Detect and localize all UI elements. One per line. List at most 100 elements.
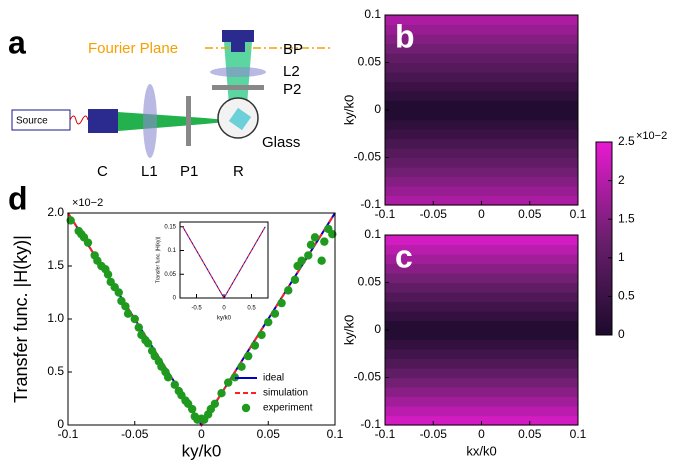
camera-bp [222, 30, 254, 42]
panel-label: a [8, 24, 26, 60]
panel-label: b [395, 18, 415, 54]
colorbar-tick-label: 1.5 [618, 211, 635, 225]
heatmap-row [385, 254, 578, 265]
x-tick-label: 0.1 [570, 207, 587, 221]
y-tick-label: 0.15 [164, 224, 176, 230]
colorbar-tick-label: 0.5 [618, 289, 635, 303]
panel-label: d [8, 180, 28, 216]
x-tick-label: -0.1 [58, 427, 79, 441]
data-point [210, 399, 220, 408]
c-label: C [97, 163, 108, 180]
x-tick-label: 0 [478, 427, 485, 441]
y-axis-label: ky/k0 [341, 315, 356, 345]
lens-l1 [143, 84, 157, 158]
data-point [143, 339, 153, 348]
y-tick-label: -0.05 [354, 150, 382, 164]
heatmap-row [385, 62, 578, 73]
plot-frame [179, 221, 269, 299]
data-point [304, 251, 313, 260]
heatmap-row [385, 377, 578, 388]
y-tick-label: 0.05 [358, 275, 382, 289]
x-tick-label: -0.05 [121, 427, 149, 441]
setup-diagram: a Fourier Plane Source BP L2 P2 C L1 P1 … [8, 24, 330, 180]
glass-sample [228, 107, 252, 131]
heatmap-row [385, 311, 578, 322]
x-tick-label: 0 [222, 306, 226, 312]
polarizer-p2 [212, 85, 264, 90]
colorbar-tick-label: 1 [618, 250, 625, 264]
y-tick-label: 0.1 [168, 248, 177, 254]
heatmap-row [385, 138, 578, 149]
heatmap-row [385, 273, 578, 284]
plot-frame [67, 212, 336, 426]
data-point [328, 230, 337, 239]
panel-label: c [395, 238, 413, 274]
plot-frame [384, 234, 579, 426]
data-point [121, 302, 130, 311]
source-label: Source [16, 116, 48, 127]
heatmap-row [385, 244, 578, 255]
colorbar [595, 141, 613, 336]
x-tick-label: 0.1 [327, 427, 344, 441]
data-point [130, 314, 139, 324]
heatmap-row [385, 157, 578, 168]
data-point [134, 323, 143, 332]
heatmap-row [385, 100, 578, 111]
collimator [88, 109, 118, 133]
heatmap-row [385, 186, 578, 197]
y-tick-label: 0.1 [364, 7, 381, 21]
colorbar-tick-label: 0 [618, 327, 625, 341]
polarizer-p1 [186, 96, 191, 146]
l1-label: L1 [141, 163, 158, 180]
y-tick-label: 1.0 [47, 311, 64, 325]
x-tick-label: -0.1 [375, 427, 396, 441]
data-point [297, 256, 306, 265]
heatmap-row [385, 330, 578, 341]
x-axis-label: ky/k0 [217, 316, 232, 322]
data-point [270, 309, 280, 318]
heatmap-row [385, 195, 578, 206]
l2-label: L2 [283, 63, 300, 80]
camera-stem [231, 42, 245, 52]
heatmap-row [385, 110, 578, 121]
legend-label: ideal [263, 373, 284, 384]
heatmap-row [385, 43, 578, 54]
y-tick-label: 0 [173, 296, 177, 302]
glass-label: Glass [262, 134, 300, 151]
heatmap-row [385, 339, 578, 350]
legend-marker [241, 403, 251, 413]
heatmap-row [385, 53, 578, 64]
data-point [237, 362, 246, 371]
x-axis-label: kx/k0 [466, 443, 496, 458]
data-point [257, 330, 266, 340]
y-tick-label: -0.1 [360, 417, 381, 431]
bp-label: BP [283, 41, 303, 58]
x-tick-label: 0.1 [570, 427, 587, 441]
fiber [69, 115, 89, 125]
legend-label: simulation [263, 388, 308, 399]
data-point [187, 404, 197, 414]
heatmap-row [385, 358, 578, 369]
scale-label: ×10−2 [72, 197, 103, 209]
y-tick-label: 1.5 [47, 258, 64, 272]
heatmap-row [385, 119, 578, 130]
data-point [103, 270, 113, 279]
p1-label: P1 [180, 163, 198, 180]
lens-l2 [210, 67, 266, 77]
data-point [310, 233, 320, 242]
heatmap-row [385, 15, 578, 26]
x-tick-label: -0.05 [420, 207, 448, 221]
p2-label: P2 [283, 81, 301, 98]
heatmap-row [385, 167, 578, 178]
heatmap-row [385, 91, 578, 102]
data-point [250, 341, 260, 350]
heatmap-row [385, 176, 578, 187]
y-tick-label: 0.5 [47, 364, 64, 378]
heatmap-row [385, 34, 578, 45]
data-point [217, 389, 226, 398]
y-tick-label: -0.1 [360, 197, 381, 211]
data-point [114, 288, 123, 297]
heatmap-row [385, 301, 578, 312]
heatmap-row [385, 406, 578, 417]
